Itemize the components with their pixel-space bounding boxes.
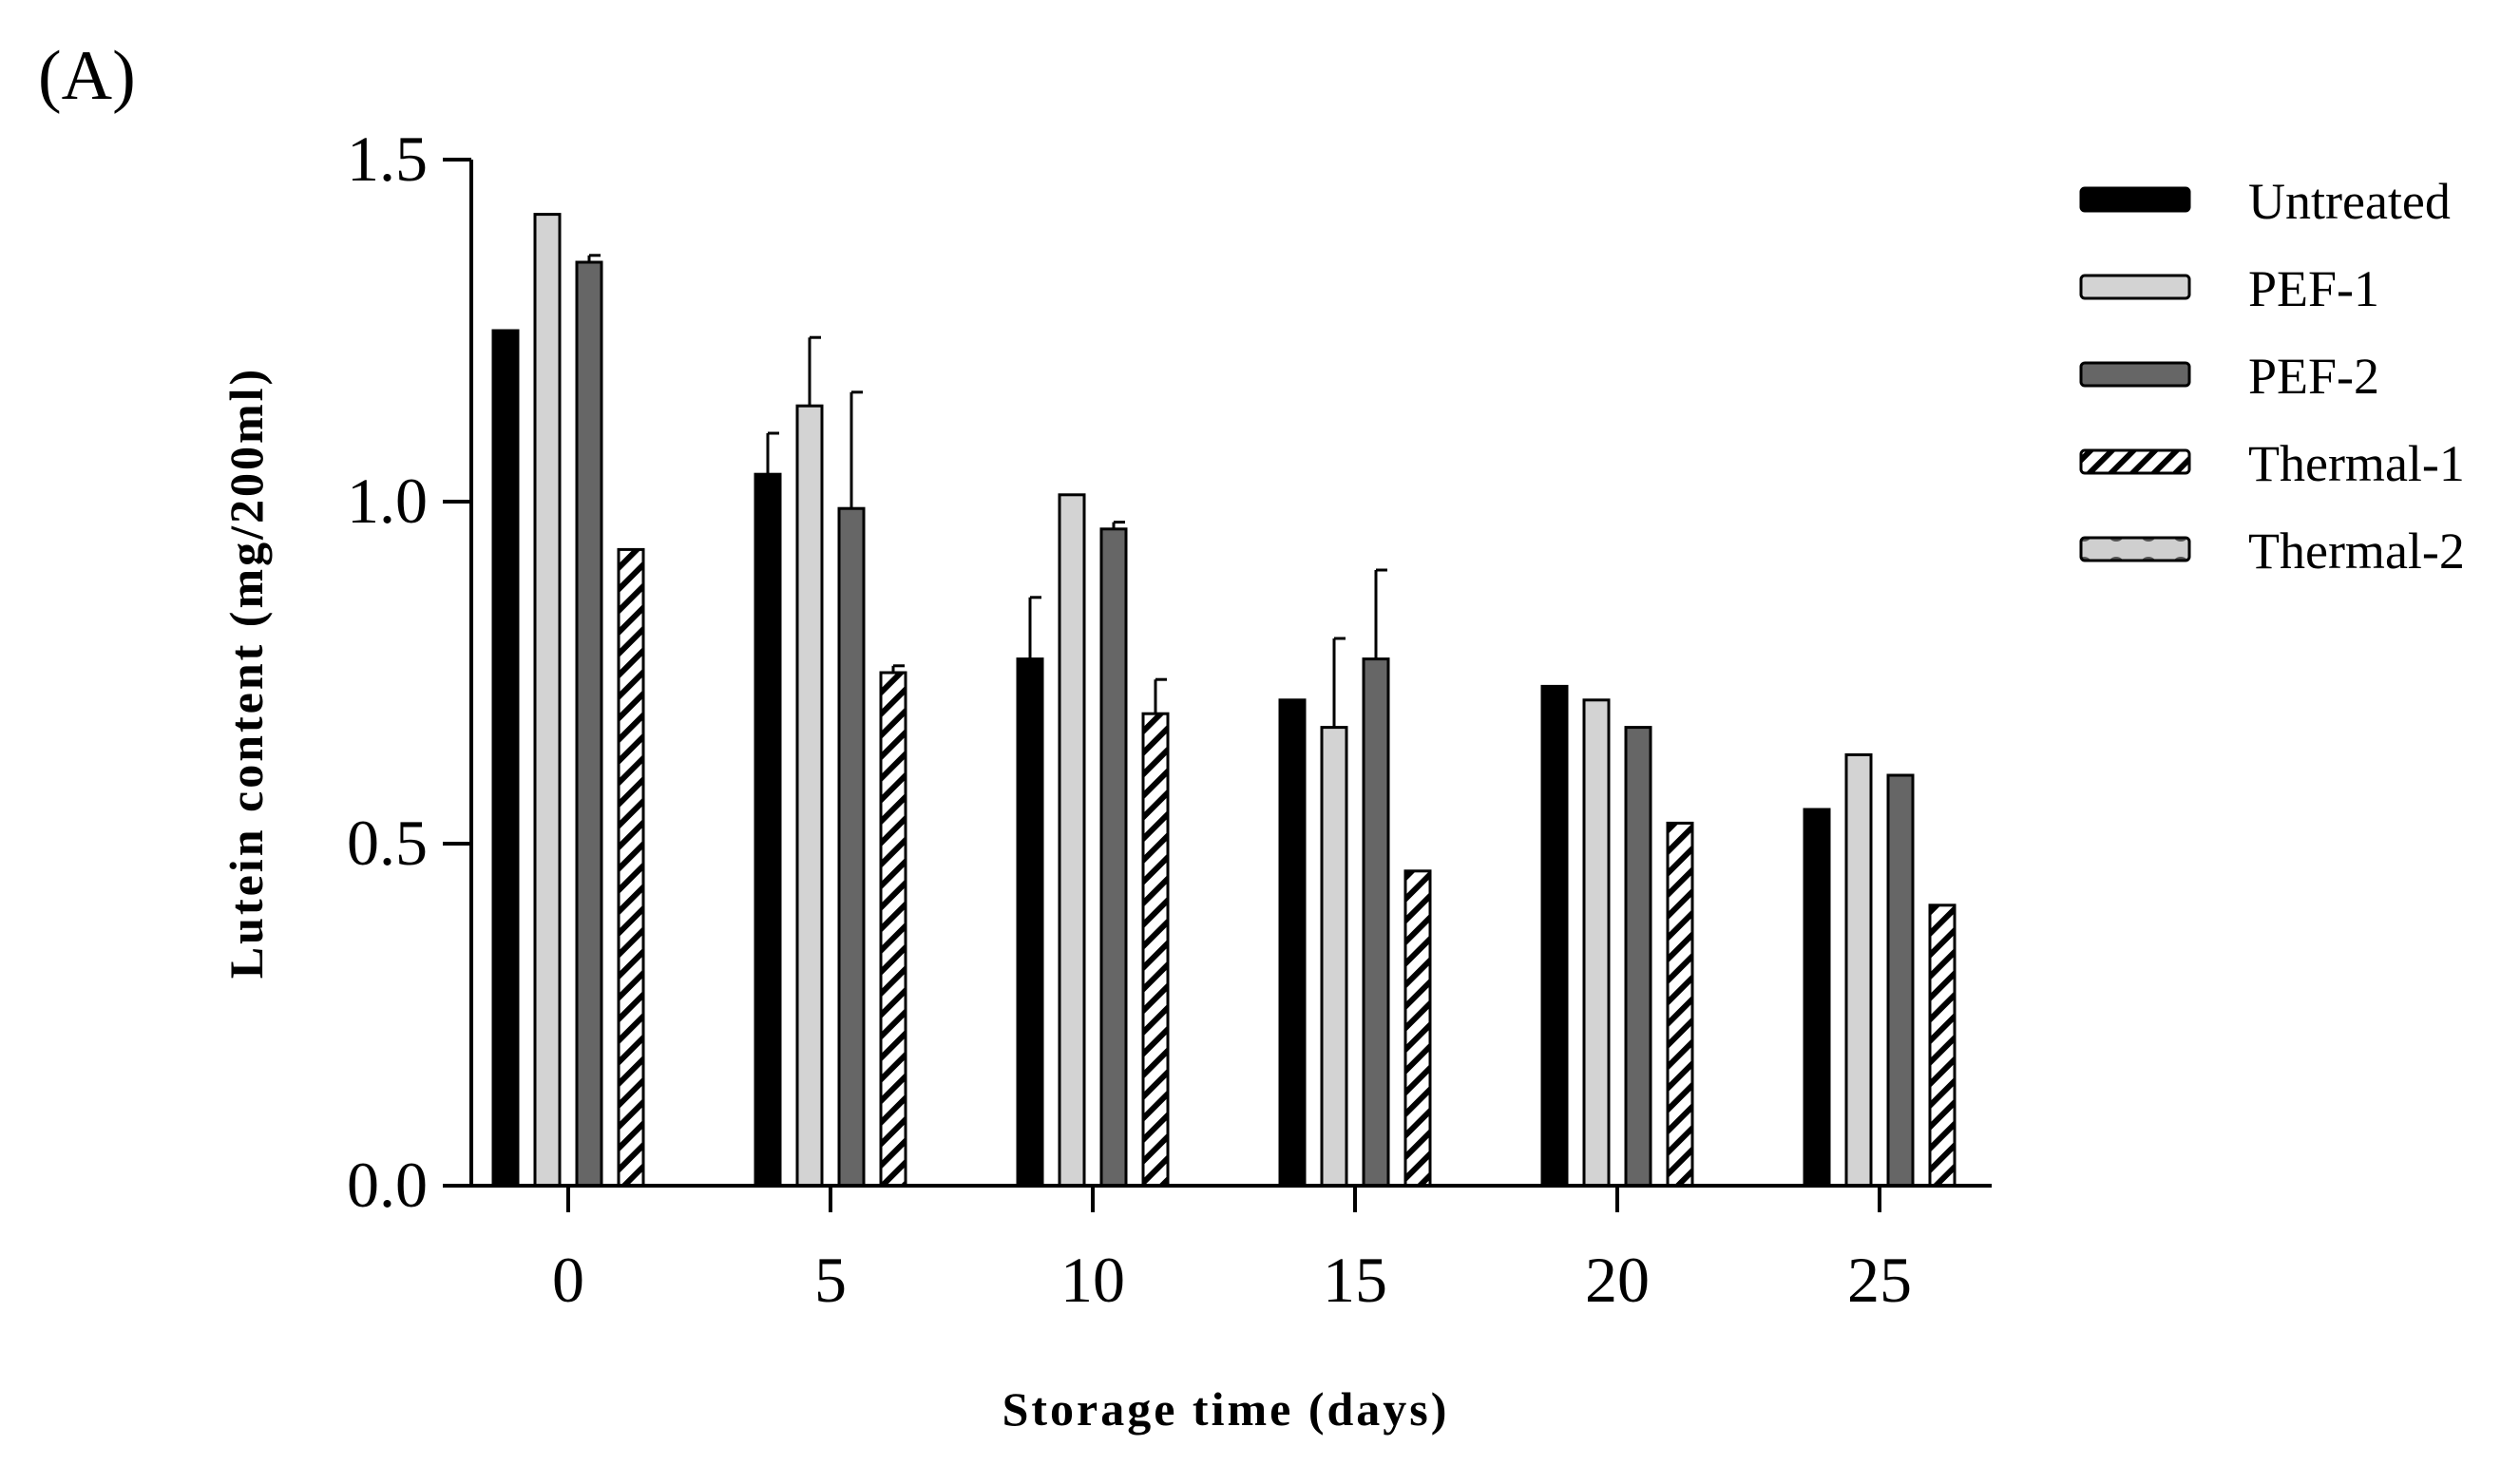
bar-pef-1-day-5 bbox=[795, 404, 824, 1188]
x-tick-label: 20 bbox=[1585, 1244, 1650, 1316]
y-tick-label: 1.0 bbox=[347, 465, 428, 537]
x-tick-label: 0 bbox=[552, 1244, 584, 1316]
legend: Untreated PEF-1 PEF-2 Thermal-1 Thermal-2 bbox=[2079, 173, 2465, 580]
x-ticks: 0 5 10 15 20 25 bbox=[552, 1186, 1912, 1316]
legend-label: Thermal-1 bbox=[2248, 435, 2465, 492]
bar-untreated-day-15 bbox=[1278, 698, 1307, 1188]
legend-swatch-thermal-2 bbox=[2079, 536, 2191, 562]
x-axis-title: Storage time (days) bbox=[1002, 1382, 1450, 1436]
x-tick-label: 10 bbox=[1060, 1244, 1125, 1316]
y-ticks: 0.0 0.5 1.0 1.5 bbox=[347, 123, 471, 1221]
bar-pef-2-day-10 bbox=[1099, 527, 1128, 1188]
bar-pef-1-day-10 bbox=[1058, 493, 1086, 1188]
legend-label: Untreated bbox=[2248, 173, 2451, 230]
bar-untreated-day-20 bbox=[1540, 684, 1569, 1188]
bar-thermal-1-day-5 bbox=[879, 671, 907, 1188]
x-tick-label: 25 bbox=[1847, 1244, 1912, 1316]
y-axis-title: Lutein content (mg/200ml) bbox=[220, 367, 273, 979]
bar-thermal-1-day-0 bbox=[617, 547, 645, 1188]
legend-label: PEF-2 bbox=[2248, 348, 2379, 405]
bar-pef-2-day-15 bbox=[1362, 657, 1390, 1188]
bar-untreated-day-5 bbox=[754, 472, 782, 1188]
bar-pef-1-day-25 bbox=[1844, 752, 1873, 1188]
bar-pef-2-day-5 bbox=[837, 506, 866, 1188]
bar-pef-1-day-20 bbox=[1582, 698, 1611, 1188]
legend-label: PEF-1 bbox=[2248, 260, 2379, 317]
bar-thermal-1-day-10 bbox=[1141, 712, 1170, 1188]
plot-area bbox=[491, 213, 1957, 1188]
bar-pef-2-day-0 bbox=[575, 260, 603, 1188]
bar-pef-1-day-15 bbox=[1320, 726, 1348, 1188]
bar-untreated-day-10 bbox=[1016, 657, 1044, 1188]
bar-pef-2-day-25 bbox=[1886, 773, 1915, 1188]
x-tick-label: 5 bbox=[814, 1244, 847, 1316]
bar-pef-1-day-0 bbox=[533, 213, 562, 1188]
y-tick-label: 0.5 bbox=[347, 807, 428, 879]
bar-thermal-1-day-20 bbox=[1666, 821, 1694, 1188]
bar-thermal-1-day-15 bbox=[1403, 869, 1432, 1188]
panel-label: (A) bbox=[38, 37, 136, 115]
bar-pef-2-day-20 bbox=[1624, 726, 1652, 1188]
legend-label: Thermal-2 bbox=[2248, 523, 2465, 580]
legend-swatch-pef-2 bbox=[2079, 361, 2191, 388]
legend-swatch-thermal-1 bbox=[2079, 448, 2191, 475]
y-tick-label: 1.5 bbox=[347, 123, 428, 195]
bar-thermal-1-day-25 bbox=[1928, 904, 1957, 1188]
bar-untreated-day-25 bbox=[1803, 808, 1831, 1188]
legend-swatch-pef-1 bbox=[2079, 274, 2191, 300]
bar-untreated-day-0 bbox=[491, 329, 520, 1188]
y-tick-label: 0.0 bbox=[347, 1149, 428, 1221]
x-tick-label: 15 bbox=[1323, 1244, 1387, 1316]
legend-swatch-untreated bbox=[2079, 186, 2191, 213]
